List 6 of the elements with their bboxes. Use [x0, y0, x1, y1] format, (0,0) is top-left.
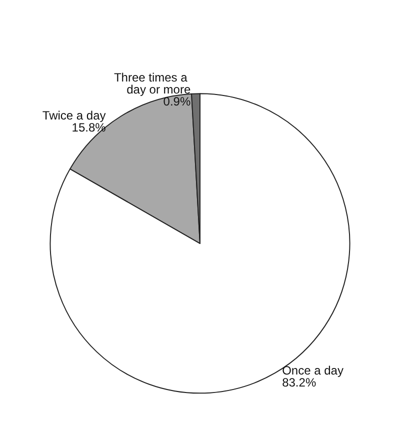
data-label: 15.8%: [72, 120, 106, 135]
data-label: 0.9%: [163, 94, 191, 109]
slice-label: Three times a day or more: [114, 70, 191, 97]
data-label: 83.2%: [282, 375, 316, 390]
slice-label: Once a day: [282, 363, 344, 378]
slice-label: Twice a day: [42, 108, 106, 123]
